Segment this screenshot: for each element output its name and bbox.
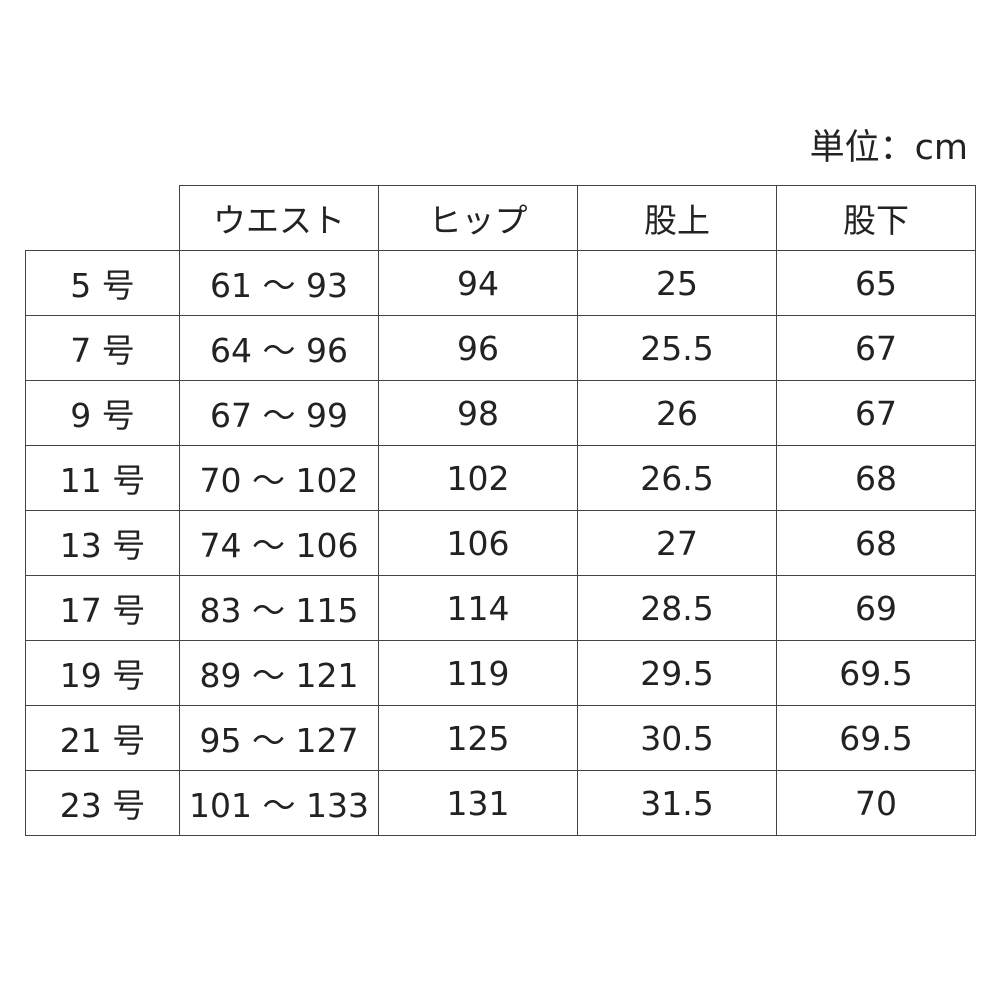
table-cell: 125: [378, 705, 578, 771]
size-label: 9 号: [25, 380, 180, 446]
table-cell: 106: [378, 510, 578, 576]
table-cell: 64 〜 96: [179, 315, 379, 381]
size-label: 5 号: [25, 250, 180, 316]
table-cell: 131: [378, 770, 578, 836]
unit-label: 単位：cm: [809, 128, 968, 168]
table-cell: 102: [378, 445, 578, 511]
header-row: ウエスト ヒップ 股上 股下: [25, 185, 976, 251]
column-header: ヒップ: [378, 185, 578, 251]
column-header: ウエスト: [179, 185, 379, 251]
table-cell: 67 〜 99: [179, 380, 379, 446]
table-row: 19 号 89 〜 121 119 29.5 69.5: [25, 640, 976, 706]
size-label: 13 号: [25, 510, 180, 576]
table-row: 5 号 61 〜 93 94 25 65: [25, 250, 976, 316]
size-table: ウエスト ヒップ 股上 股下 5 号 61 〜 93 94 25 65 7 号 64 〜 96 96…: [25, 185, 976, 836]
table-cell: 28.5: [577, 575, 777, 641]
table-cell: 95 〜 127: [179, 705, 379, 771]
table-cell: 83 〜 115: [179, 575, 379, 641]
table-row: 9 号 67 〜 99 98 26 67: [25, 380, 976, 446]
table-cell: 94: [378, 250, 578, 316]
table-cell: 119: [378, 640, 578, 706]
table-cell: 96: [378, 315, 578, 381]
table-cell: 69.5: [776, 705, 976, 771]
table-cell: 98: [378, 380, 578, 446]
size-label: 11 号: [25, 445, 180, 511]
table-cell: 68: [776, 445, 976, 511]
table-cell: 70 〜 102: [179, 445, 379, 511]
table-cell: 68: [776, 510, 976, 576]
size-label: 23 号: [25, 770, 180, 836]
table-cell: 69.5: [776, 640, 976, 706]
table-row: 13 号 74 〜 106 106 27 68: [25, 510, 976, 576]
table-cell: 25.5: [577, 315, 777, 381]
table-cell: 114: [378, 575, 578, 641]
table-cell: 69: [776, 575, 976, 641]
size-label: 21 号: [25, 705, 180, 771]
table-row: 11 号 70 〜 102 102 26.5 68: [25, 445, 976, 511]
column-header: 股上: [577, 185, 777, 251]
column-header: 股下: [776, 185, 976, 251]
table-cell: 65: [776, 250, 976, 316]
column-header: [25, 185, 180, 251]
table-cell: 67: [776, 380, 976, 446]
size-label: 19 号: [25, 640, 180, 706]
table-cell: 30.5: [577, 705, 777, 771]
table-cell: 67: [776, 315, 976, 381]
table-row: 7 号 64 〜 96 96 25.5 67: [25, 315, 976, 381]
table-cell: 29.5: [577, 640, 777, 706]
table-cell: 89 〜 121: [179, 640, 379, 706]
size-label: 7 号: [25, 315, 180, 381]
size-label: 17 号: [25, 575, 180, 641]
table-row: 21 号 95 〜 127 125 30.5 69.5: [25, 705, 976, 771]
table-cell: 31.5: [577, 770, 777, 836]
table-row: 23 号 101 〜 133 131 31.5 70: [25, 770, 976, 836]
table-cell: 70: [776, 770, 976, 836]
table-cell: 25: [577, 250, 777, 316]
table-cell: 27: [577, 510, 777, 576]
table-cell: 61 〜 93: [179, 250, 379, 316]
table-cell: 26.5: [577, 445, 777, 511]
table-cell: 101 〜 133: [179, 770, 379, 836]
table-cell: 26: [577, 380, 777, 446]
table-row: 17 号 83 〜 115 114 28.5 69: [25, 575, 976, 641]
table-cell: 74 〜 106: [179, 510, 379, 576]
